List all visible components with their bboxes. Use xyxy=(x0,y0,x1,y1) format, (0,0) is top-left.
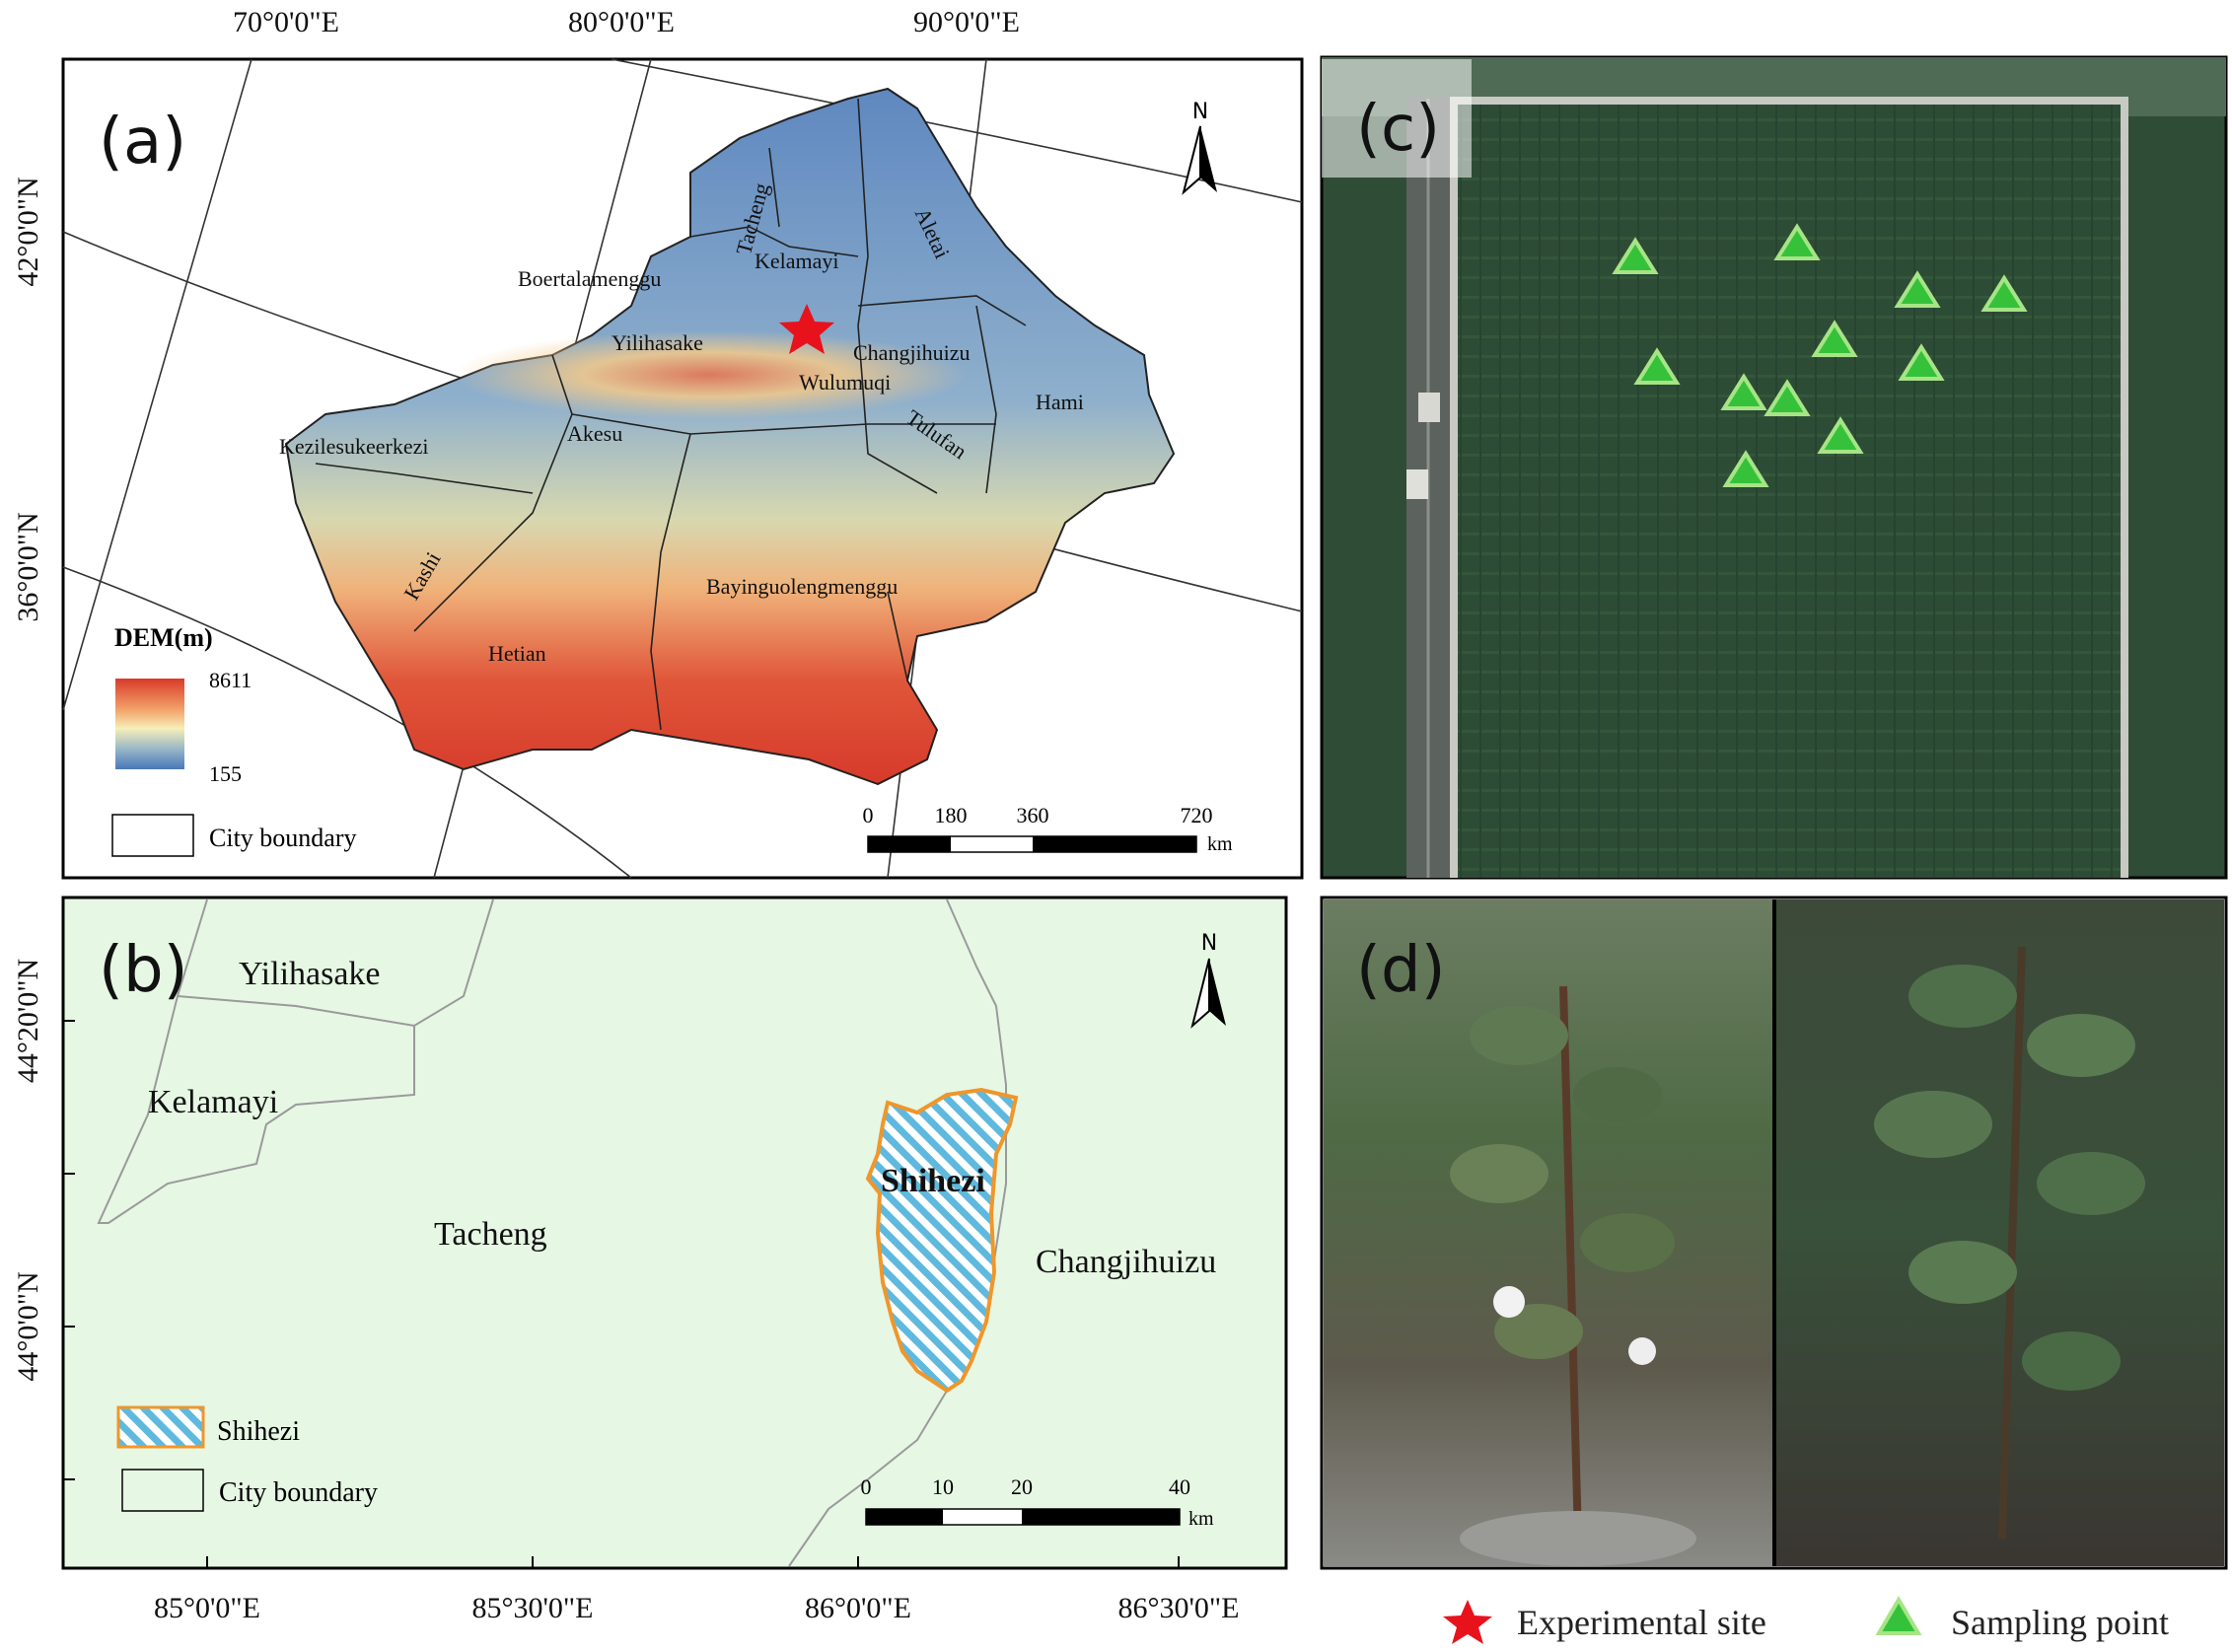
north-label-a: N xyxy=(1192,100,1208,124)
label-yilihasake: Yilihasake xyxy=(612,330,703,355)
panel-a: Tacheng Aletai Kelamayi Boertalamenggu Y… xyxy=(61,57,1304,880)
shihezi-legend-swatch xyxy=(116,1405,205,1449)
label-b-yilihasake: Yilihasake xyxy=(239,956,381,992)
label-akesu: Akesu xyxy=(567,421,622,446)
sampling-point-8 xyxy=(1720,373,1767,410)
cotton-plant-right xyxy=(1874,946,2145,1540)
label-boertalamenggu: Boertalamenggu xyxy=(518,266,661,291)
experimental-site-star xyxy=(779,304,834,354)
cotton-field xyxy=(1450,97,2124,878)
label-b-tacheng: Tacheng xyxy=(434,1216,547,1253)
sampling-point-10 xyxy=(1817,416,1864,454)
panel-b-coordinates: 85°0'0"E 85°30'0"E 86°0'0"E 86°30'0"E 44… xyxy=(12,959,1239,1624)
sampling-point-2 xyxy=(1773,223,1821,260)
region-labels-b: Yilihasake Kelamayi Tacheng Shihezi Chan… xyxy=(148,956,1216,1280)
label-hami: Hami xyxy=(1036,390,1084,414)
field-left-edge xyxy=(1450,97,1458,878)
sampling-point-11 xyxy=(1722,450,1769,487)
vehicle-2 xyxy=(1406,469,1428,499)
scale-b-tick-0: 0 xyxy=(861,1474,872,1499)
coord-44-20n: 44°20'0"N xyxy=(12,959,44,1083)
city-boundary-label-b: City boundary xyxy=(219,1477,378,1508)
scale-a-tick-0: 0 xyxy=(863,803,874,827)
panel-a-label: (a) xyxy=(99,106,186,179)
north-arrow-a: N xyxy=(1182,100,1217,195)
scale-b-tick-2: 20 xyxy=(1011,1474,1033,1499)
dem-legend-max: 8611 xyxy=(209,668,252,692)
panel-b-frame xyxy=(61,896,1288,1570)
scale-bar-b: 0 10 20 40 km xyxy=(861,1474,1215,1530)
coord-85-30e: 85°30'0"E xyxy=(472,1592,594,1624)
label-changjihuizu: Changjihuizu xyxy=(853,340,971,365)
city-boundaries xyxy=(315,98,1027,731)
sampling-point-legend-icon xyxy=(1875,1596,1922,1635)
sampling-point-1 xyxy=(1612,237,1659,274)
scale-b-tick-1: 10 xyxy=(932,1474,954,1499)
sampling-points xyxy=(1612,223,2028,487)
panel-d: (d) xyxy=(1320,896,2228,1570)
cotton-photo-left xyxy=(1324,899,1772,1566)
label-b-shihezi: Shihezi xyxy=(881,1163,985,1199)
coord-42n: 42°0'0"N xyxy=(12,177,44,286)
panel-d-label: (d) xyxy=(1356,934,1446,1007)
tian-shan-highland xyxy=(454,330,967,419)
dem-legend-min: 155 xyxy=(209,761,242,786)
coord-90e: 90°0'0"E xyxy=(913,6,1020,38)
scale-b-unit: km xyxy=(1188,1508,1214,1530)
scale-a-tick-2: 360 xyxy=(1017,803,1049,827)
city-boundary-swatch-a xyxy=(111,814,194,857)
experimental-site-legend-label: Experimental site xyxy=(1517,1603,1766,1642)
coord-86-30e: 86°30'0"E xyxy=(1118,1592,1240,1624)
scale-a-tick-3: 720 xyxy=(1181,803,1213,827)
field-top-edge xyxy=(1458,97,2124,105)
scale-b-tick-3: 40 xyxy=(1169,1474,1190,1499)
sampling-point-4 xyxy=(1980,274,2028,312)
coord-86e: 86°0'0"E xyxy=(805,1592,911,1624)
coord-80e: 80°0'0"E xyxy=(568,6,675,38)
scale-bar-a: 0 180 360 720 km xyxy=(863,803,1234,855)
cotton-plant-left xyxy=(1450,985,1696,1566)
panel-c: (c) xyxy=(1320,55,2228,880)
panel-a-coordinates: 70°0'0"E 80°0'0"E 90°0'0"E 42°0'0"N 36°0… xyxy=(12,6,1020,622)
city-boundary-swatch-b xyxy=(121,1469,204,1512)
sampling-point-9 xyxy=(1764,379,1811,416)
coord-70e: 70°0'0"E xyxy=(233,6,339,38)
scale-a-unit: km xyxy=(1207,833,1233,855)
bottom-legend: Experimental site Sampling point xyxy=(1443,1596,2169,1644)
panel-c-label: (c) xyxy=(1356,93,1440,166)
panel-b: Yilihasake Kelamayi Tacheng Shihezi Chan… xyxy=(61,896,1288,1570)
city-boundary-label-a: City boundary xyxy=(209,824,357,852)
coord-36n: 36°0'0"N xyxy=(12,512,44,621)
xinjiang-dem xyxy=(284,87,1176,786)
panel-b-ticks xyxy=(63,1020,1180,1568)
label-b-changjihuizu: Changjihuizu xyxy=(1036,1244,1216,1280)
shihezi-legend-label: Shihezi xyxy=(217,1416,300,1447)
north-arrow-b: N xyxy=(1190,931,1226,1029)
coord-85e: 85°0'0"E xyxy=(154,1592,260,1624)
coord-44n: 44°0'0"N xyxy=(12,1271,44,1381)
label-b-kelamayi: Kelamayi xyxy=(148,1084,278,1120)
label-hetian: Hetian xyxy=(488,641,546,666)
dem-legend-ramp xyxy=(115,679,184,769)
vehicle-1 xyxy=(1418,393,1440,422)
shihezi-area xyxy=(865,1087,1019,1394)
sampling-point-3 xyxy=(1894,270,1941,308)
dem-legend-title: DEM(m) xyxy=(114,623,213,652)
experimental-site-legend-star xyxy=(1443,1600,1492,1644)
field-right-edge xyxy=(2121,97,2128,878)
panel-c-label-backdrop xyxy=(1322,59,1472,178)
label-kezilesukeerkezi: Kezilesukeerkezi xyxy=(279,434,428,459)
panel-b-label: (b) xyxy=(99,934,188,1007)
label-wulumuqi: Wulumuqi xyxy=(799,370,891,395)
label-kelamayi: Kelamayi xyxy=(755,249,839,273)
sampling-point-7 xyxy=(1898,343,1945,381)
north-label-b: N xyxy=(1201,931,1217,956)
sampling-point-6 xyxy=(1633,347,1681,385)
sampling-point-legend-label: Sampling point xyxy=(1951,1603,2169,1642)
label-bayinguolengmenggu: Bayinguolengmenggu xyxy=(706,574,898,599)
scale-a-tick-1: 180 xyxy=(935,803,968,827)
sampling-point-5 xyxy=(1811,320,1858,357)
